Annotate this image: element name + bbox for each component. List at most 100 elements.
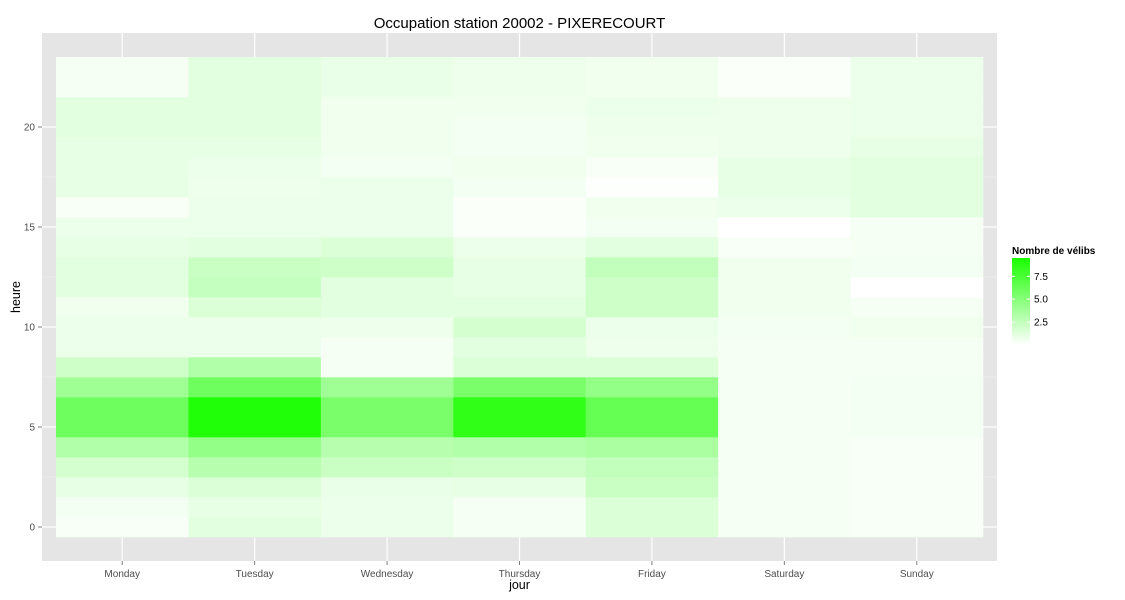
heatmap-tile [56, 377, 189, 398]
heatmap-tile [850, 397, 984, 418]
heatmap-tile [188, 377, 322, 398]
heatmap-tile [453, 477, 587, 498]
heatmap-tile [320, 197, 454, 218]
heatmap-tile [718, 417, 851, 438]
heatmap-tile [850, 57, 984, 78]
heatmap-tile [188, 257, 322, 278]
heatmap-tile [585, 297, 719, 318]
heatmap-tile [56, 77, 189, 98]
heatmap-tile [718, 257, 851, 278]
heatmap-tile [188, 517, 322, 538]
heatmap-tile [718, 357, 851, 378]
heatmap-tile [188, 157, 322, 178]
heatmap-tile [453, 157, 587, 178]
heatmap-tile [320, 457, 454, 478]
heatmap-tile [718, 437, 851, 458]
heatmap-tile [850, 97, 984, 118]
heatmap-tile [585, 377, 719, 398]
heatmap-tile [453, 517, 587, 538]
heatmap-tile [850, 237, 984, 258]
heatmap-tile [320, 337, 454, 358]
heatmap-tile [453, 397, 587, 418]
heatmap-tile [850, 277, 984, 298]
heatmap-tile [320, 357, 454, 378]
heatmap-tile [188, 177, 322, 198]
heatmap-tile [585, 497, 719, 518]
x-tick-label: Monday [104, 569, 140, 580]
heatmap-tile [320, 77, 454, 98]
x-tick-label: Friday [638, 569, 666, 580]
heatmap-tile [453, 197, 587, 218]
heatmap-tile [585, 217, 719, 238]
heatmap-tile [850, 437, 984, 458]
heatmap-tile [188, 397, 322, 418]
heatmap-tile [718, 277, 851, 298]
y-tick-label: 10 [24, 323, 36, 334]
heatmap-tile [453, 377, 587, 398]
heatmap-tile [850, 257, 984, 278]
heatmap-tile [320, 157, 454, 178]
heatmap-tile [585, 317, 719, 338]
heatmap-tile [585, 417, 719, 438]
heatmap-tile [188, 477, 322, 498]
heatmap-tile [56, 317, 189, 338]
heatmap-tile [56, 357, 189, 378]
heatmap-tile [718, 337, 851, 358]
heatmap-tile [850, 417, 984, 438]
heatmap-tile [585, 117, 719, 138]
x-tick-label: Saturday [764, 569, 804, 580]
heatmap-tile [718, 97, 851, 118]
heatmap-tile [718, 137, 851, 158]
heatmap-tile [850, 157, 984, 178]
heatmap-tile [320, 317, 454, 338]
heatmap-tile [453, 237, 587, 258]
heatmap-tile [453, 57, 587, 78]
chart-title: Occupation station 20002 - PIXERECOURT [373, 15, 666, 32]
heatmap-tile [718, 377, 851, 398]
heatmap-tile [56, 237, 189, 258]
heatmap-tile [850, 457, 984, 478]
heatmap-tile [850, 177, 984, 198]
heatmap-tile [718, 117, 851, 138]
heatmap-tile [56, 477, 189, 498]
heatmap-tile [188, 137, 322, 158]
heatmap-tile [585, 437, 719, 458]
heatmap-tile [453, 357, 587, 378]
heatmap-tile [188, 357, 322, 378]
heatmap-tile [56, 57, 189, 78]
heatmap-tile [188, 117, 322, 138]
heatmap-tile [320, 377, 454, 398]
heatmap-tile [56, 437, 189, 458]
heatmap-tile [850, 297, 984, 318]
heatmap-tile [718, 57, 851, 78]
heatmap-tile [585, 197, 719, 218]
heatmap-tile [850, 137, 984, 158]
heatmap-tile [850, 357, 984, 378]
heatmap-tile [188, 457, 322, 478]
x-axis-title: jour [508, 578, 530, 592]
legend-tick-label: 2.5 [1034, 318, 1048, 329]
heatmap-tile [585, 477, 719, 498]
heatmap-tile [453, 337, 587, 358]
heatmap-tile [453, 217, 587, 238]
heatmap-tile [56, 157, 189, 178]
heatmap-tile [585, 517, 719, 538]
x-tick-label: Wednesday [361, 569, 414, 580]
y-tick-label: 15 [24, 223, 36, 234]
heatmap-tile [850, 517, 984, 538]
heatmap-tile [188, 497, 322, 518]
heatmap-tile [320, 497, 454, 518]
heatmap-tile [188, 237, 322, 258]
heatmap-tile [56, 277, 189, 298]
heatmap-tile [320, 417, 454, 438]
heatmap-tile [585, 337, 719, 358]
y-tick-label: 0 [29, 523, 35, 534]
heatmap-tile [320, 297, 454, 318]
heatmap-tile [453, 317, 587, 338]
heatmap-tile [56, 117, 189, 138]
heatmap-tile [453, 417, 587, 438]
heatmap-tile [585, 257, 719, 278]
heatmap-tile [850, 77, 984, 98]
heatmap-tile [453, 257, 587, 278]
heatmap-tile [56, 497, 189, 518]
